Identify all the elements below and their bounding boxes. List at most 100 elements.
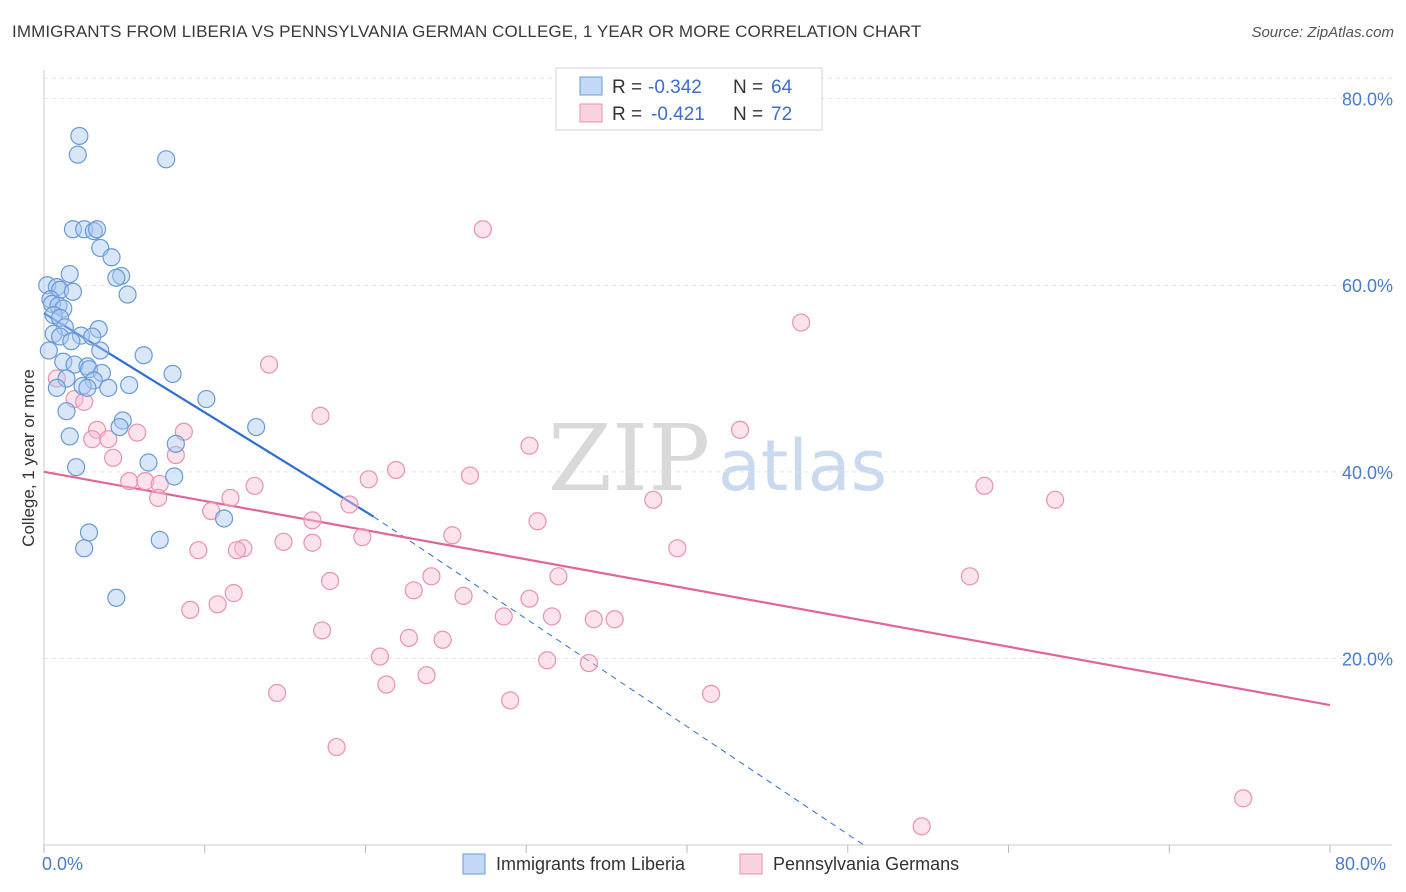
- data-point: [538, 651, 557, 670]
- data-point: [227, 541, 246, 560]
- data-point: [139, 453, 158, 472]
- y-tick-labels: 20.0% 40.0% 60.0% 80.0%: [1342, 90, 1393, 670]
- data-point: [60, 427, 79, 446]
- x-tick-label-min: 0.0%: [42, 854, 83, 874]
- data-point: [107, 268, 126, 287]
- data-point: [67, 458, 86, 477]
- data-point: [157, 150, 176, 169]
- data-point: [303, 533, 322, 552]
- data-point: [1046, 490, 1065, 509]
- data-point: [87, 220, 107, 239]
- data-point: [91, 341, 110, 360]
- data-point: [792, 313, 811, 332]
- watermark-atlas: atlas: [718, 425, 887, 507]
- data-point: [912, 817, 931, 836]
- data-point: [1234, 789, 1253, 808]
- data-point: [163, 364, 182, 383]
- watermark: ZIP atlas: [548, 405, 887, 512]
- x-ticks: [43, 845, 1331, 853]
- data-point: [50, 327, 70, 346]
- legend-r-value-pink: -0.421: [651, 104, 705, 125]
- data-point: [50, 308, 70, 327]
- trend-lines: [43, 312, 1331, 846]
- data-point: [454, 586, 473, 606]
- data-point: [584, 610, 603, 629]
- bottom-legend-swatch-blue: [462, 853, 486, 875]
- data-point: [312, 621, 332, 640]
- data-point: [102, 248, 121, 267]
- data-point: [702, 684, 721, 703]
- data-point: [359, 470, 378, 489]
- legend-swatch-pink: [579, 103, 603, 123]
- data-point: [197, 389, 216, 409]
- data-point: [370, 647, 390, 666]
- trend-line-liberia-extrapolated: [373, 516, 865, 846]
- data-point: [520, 436, 539, 455]
- y-tick-label: 40.0%: [1342, 463, 1393, 483]
- data-point: [118, 285, 137, 304]
- legend-n-label-pink: N =: [733, 104, 763, 125]
- data-point: [247, 417, 266, 437]
- data-point: [494, 607, 513, 626]
- legend-n-value-pink: 72: [771, 104, 792, 125]
- data-point: [128, 423, 147, 442]
- data-point: [422, 567, 441, 586]
- data-point: [83, 430, 102, 449]
- data-point: [68, 145, 87, 164]
- data-point: [433, 630, 452, 649]
- data-point: [75, 392, 94, 411]
- data-point: [501, 691, 520, 710]
- data-point: [57, 402, 76, 421]
- data-point: [110, 417, 129, 437]
- data-point: [150, 530, 169, 550]
- axes: [43, 70, 1392, 846]
- data-point: [62, 332, 81, 351]
- data-point: [303, 511, 322, 530]
- data-point: [99, 378, 118, 397]
- data-point: [63, 282, 83, 301]
- series-legend: Immigrants from Liberia Pennsylvania Ger…: [462, 853, 959, 875]
- bottom-legend-label-pa-germans: Pennsylvania Germans: [773, 854, 959, 874]
- chart-title: IMMIGRANTS FROM LIBERIA VS PENNSYLVANIA …: [12, 22, 922, 41]
- legend-r-label-blue: R =: [612, 77, 642, 98]
- data-point: [960, 567, 980, 586]
- y-axis-title: College, 1 year or more: [19, 369, 38, 547]
- legend-n-label-blue: N =: [733, 77, 763, 98]
- data-point: [84, 222, 103, 241]
- data-point: [60, 264, 79, 284]
- data-point: [107, 588, 126, 607]
- data-point: [89, 319, 108, 339]
- data-point: [208, 595, 227, 614]
- data-point: [579, 653, 599, 673]
- data-point: [528, 512, 547, 531]
- data-point: [224, 584, 243, 603]
- y-tick-label: 20.0%: [1342, 649, 1393, 669]
- data-point: [134, 346, 153, 365]
- data-point: [136, 472, 155, 491]
- data-point: [221, 488, 240, 508]
- data-point: [460, 466, 480, 485]
- data-point: [39, 341, 58, 360]
- data-point: [166, 434, 185, 453]
- data-point: [975, 476, 994, 495]
- correlation-legend: R = -0.342 N = 64 R = -0.421 N = 72: [555, 67, 823, 131]
- data-point: [311, 406, 330, 425]
- bottom-legend-label-liberia: Immigrants from Liberia: [496, 854, 686, 874]
- legend-n-value-blue: 64: [771, 77, 793, 98]
- trend-line-liberia: [43, 312, 375, 518]
- data-point: [120, 375, 139, 395]
- data-point: [274, 532, 293, 551]
- data-point: [120, 472, 139, 491]
- data-point: [542, 607, 562, 626]
- bottom-legend-swatch-pink: [739, 853, 763, 875]
- y-tick-label: 60.0%: [1342, 276, 1393, 296]
- data-point: [234, 539, 253, 558]
- data-point: [259, 355, 279, 374]
- data-point: [150, 474, 169, 494]
- data-point: [149, 488, 168, 508]
- data-point: [399, 628, 419, 647]
- data-point: [386, 460, 406, 480]
- data-point: [267, 683, 287, 703]
- data-point: [214, 509, 234, 528]
